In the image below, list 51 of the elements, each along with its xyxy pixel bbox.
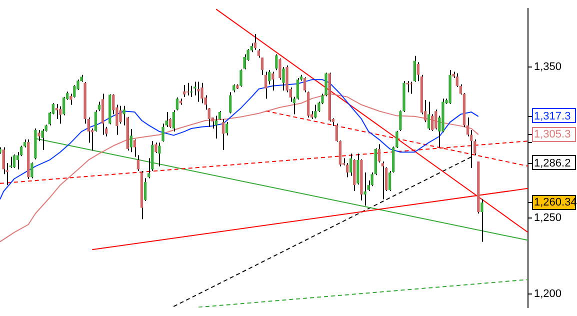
candlestick	[427, 101, 430, 131]
candlestick	[413, 55, 416, 82]
candlestick	[58, 106, 62, 124]
candlestick	[381, 160, 384, 200]
candlestick	[12, 154, 16, 168]
candlestick	[240, 69, 242, 88]
candlestick	[186, 82, 190, 96]
candlestick	[222, 118, 225, 150]
candlestick	[225, 122, 228, 136]
candlestick	[162, 123, 164, 142]
y-tick-label: 1,305.3	[534, 128, 571, 141]
candlestick	[254, 34, 256, 50]
candlestick	[314, 104, 317, 119]
candlestick	[119, 105, 122, 124]
y-tick-label: 1,350	[534, 61, 562, 73]
candlestick	[346, 162, 349, 178]
candlestick	[70, 93, 72, 106]
candlestick	[275, 54, 278, 71]
candlestick	[306, 91, 310, 118]
candlestick	[264, 71, 268, 100]
candlestick	[38, 130, 40, 142]
candlestick	[144, 178, 147, 202]
candlestick	[158, 142, 161, 167]
candlestick	[356, 153, 360, 185]
candlestick	[243, 54, 246, 70]
candlestick	[194, 81, 196, 96]
candlestick	[133, 139, 136, 158]
candlestick	[364, 172, 366, 206]
candlestick	[130, 128, 132, 153]
candlestick	[406, 80, 409, 93]
y-tick-label: 1,286.2	[534, 157, 571, 170]
candlestick	[410, 81, 412, 94]
candlestick	[349, 153, 352, 176]
candlestick	[260, 57, 264, 76]
candlestick	[434, 109, 438, 130]
candlestick	[378, 144, 380, 164]
y-tick-label: 1,200	[534, 288, 562, 300]
candlestick	[30, 162, 34, 179]
candlestick	[122, 105, 126, 126]
candlestick	[303, 76, 306, 93]
candlestick	[176, 97, 179, 111]
candlestick	[197, 81, 200, 102]
candlestick	[200, 82, 204, 104]
y-tick-label: 1,317.3	[534, 110, 571, 122]
candlestick	[214, 115, 218, 139]
candlestick	[229, 92, 232, 114]
candlestick	[136, 154, 140, 172]
candlestick	[190, 85, 193, 98]
candlestick	[2, 146, 5, 175]
candlestick	[172, 110, 175, 132]
y-tick-label: 1,250	[534, 212, 562, 224]
